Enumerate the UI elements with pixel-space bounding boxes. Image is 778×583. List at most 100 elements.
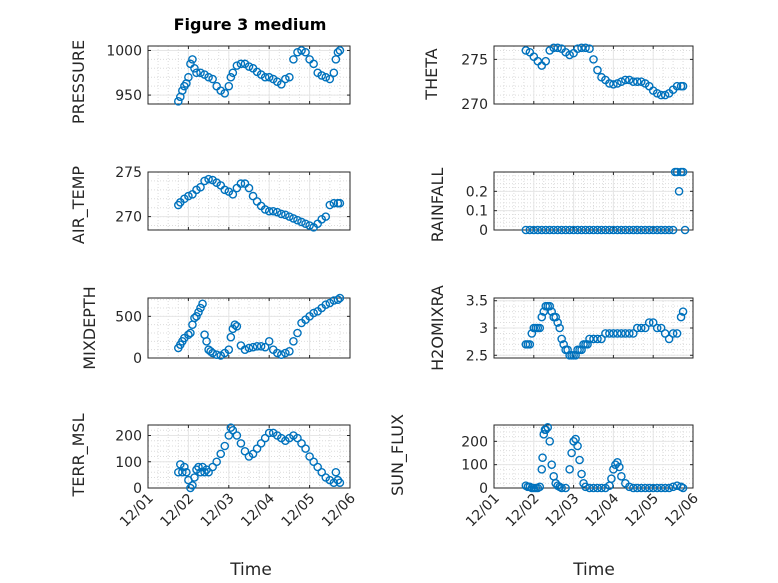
data-point xyxy=(652,225,662,235)
data-point xyxy=(293,47,302,57)
data-point xyxy=(226,72,236,82)
y-tick-label: 270 xyxy=(461,97,488,113)
data-point xyxy=(674,187,684,196)
data-point xyxy=(664,334,674,344)
data-point xyxy=(244,183,254,193)
data-point xyxy=(585,44,594,53)
data-point xyxy=(228,68,238,78)
ylabel-rainfall: RAINFALL xyxy=(428,168,447,243)
data-point xyxy=(589,334,598,344)
data-point xyxy=(613,225,622,235)
y-tick-label: 3.5 xyxy=(466,294,488,310)
data-point xyxy=(629,329,638,338)
data-point xyxy=(577,345,586,355)
data-point xyxy=(597,483,606,493)
data-point xyxy=(573,44,582,53)
data-point xyxy=(609,225,618,235)
data-point xyxy=(297,439,306,448)
data-point xyxy=(335,198,345,208)
data-point xyxy=(301,219,310,229)
data-point xyxy=(557,225,566,235)
data-point xyxy=(317,71,327,80)
data-point xyxy=(593,334,602,344)
data-point xyxy=(567,448,576,458)
data-point xyxy=(281,348,290,358)
data-point xyxy=(208,348,217,358)
y-tick-label: 0 xyxy=(479,223,488,239)
data-point xyxy=(593,65,602,75)
data-point xyxy=(178,86,187,95)
y-tick-label: 500 xyxy=(115,309,142,325)
data-point xyxy=(664,225,674,235)
data-point xyxy=(309,59,318,69)
axes-box xyxy=(147,171,351,231)
data-point xyxy=(589,225,598,235)
data-point xyxy=(648,318,658,327)
data-point xyxy=(220,185,230,195)
data-point xyxy=(289,337,298,346)
data-point xyxy=(551,312,560,322)
data-point xyxy=(601,225,610,235)
data-point xyxy=(192,312,201,321)
y-tick-label: 275 xyxy=(115,165,142,181)
data-point xyxy=(521,225,531,235)
subplot-4: 0 0.1 0.2 xyxy=(466,167,694,239)
data-point xyxy=(321,212,331,221)
data-point xyxy=(196,68,205,78)
data-point xyxy=(644,318,654,327)
y-tick-label: 3 xyxy=(479,321,488,337)
data-point xyxy=(547,460,557,469)
axes-box xyxy=(147,297,351,359)
data-point xyxy=(248,191,258,201)
data-point xyxy=(260,205,270,214)
data-point xyxy=(585,483,594,493)
data-point xyxy=(569,225,578,235)
data-point xyxy=(325,74,335,84)
data-point xyxy=(281,74,290,84)
data-point xyxy=(668,482,678,492)
subplot-1: 950 1000 xyxy=(106,43,351,106)
ylabel-terr-msl: TERR_MSL xyxy=(69,413,89,497)
y-tick-label: 275 xyxy=(461,52,488,68)
data-point xyxy=(293,215,302,225)
data-point xyxy=(577,225,586,235)
data-point xyxy=(212,457,221,467)
data-point xyxy=(613,329,622,338)
data-point xyxy=(545,437,555,446)
data-point xyxy=(553,318,562,327)
data-point xyxy=(593,225,602,235)
data-point xyxy=(224,81,234,91)
xlabel-time-right: Time xyxy=(572,560,615,580)
data-point xyxy=(541,425,551,434)
data-point xyxy=(264,428,274,438)
data-point xyxy=(605,225,614,235)
data-point xyxy=(216,449,226,459)
data-point xyxy=(173,97,183,106)
data-point xyxy=(553,225,562,235)
data-point xyxy=(297,46,306,55)
data-point xyxy=(200,176,209,186)
data-point xyxy=(535,482,545,492)
data-point xyxy=(190,313,199,323)
data-point xyxy=(260,433,270,443)
data-point xyxy=(289,55,298,64)
data-point xyxy=(575,455,584,465)
data-point xyxy=(325,200,335,210)
data-point xyxy=(301,444,310,453)
data-point xyxy=(260,342,270,352)
series-points xyxy=(521,43,688,100)
ylabel-mixdepth: MIXDEPTH xyxy=(80,286,99,369)
data-point xyxy=(220,88,230,98)
data-point xyxy=(672,81,682,91)
data-point xyxy=(236,59,246,69)
data-point xyxy=(236,439,246,448)
data-point xyxy=(264,206,274,216)
data-point xyxy=(581,43,590,53)
data-point xyxy=(565,225,574,235)
data-point xyxy=(676,312,686,322)
data-point xyxy=(621,225,630,235)
data-point xyxy=(248,342,258,352)
data-point xyxy=(664,483,674,493)
data-point xyxy=(285,72,294,82)
data-point xyxy=(194,462,203,472)
